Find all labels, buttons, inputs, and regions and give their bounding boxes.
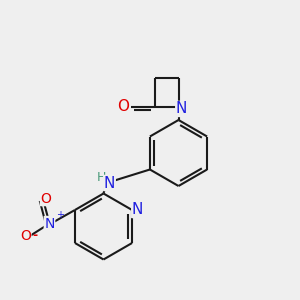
Text: N: N	[176, 101, 187, 116]
Text: N: N	[44, 217, 55, 230]
Text: O: O	[20, 229, 31, 242]
Text: -: -	[32, 229, 38, 242]
Text: O: O	[40, 192, 51, 206]
Text: N: N	[104, 176, 115, 190]
Text: +: +	[56, 210, 64, 220]
Text: H: H	[96, 171, 106, 184]
Text: N: N	[132, 202, 143, 217]
Text: O: O	[117, 99, 129, 114]
